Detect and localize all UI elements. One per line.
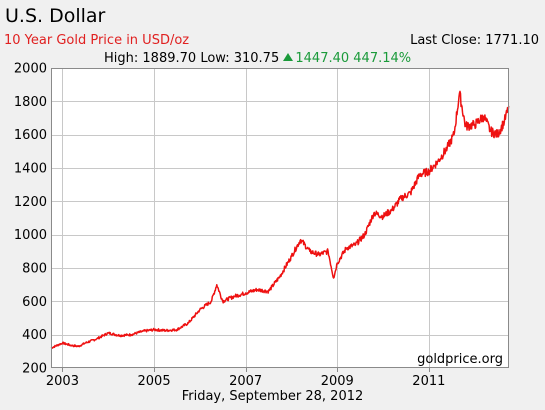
x-tick-label: 2011 [412, 374, 445, 389]
y-tick-label: 400 [22, 328, 47, 343]
plot-border [51, 68, 509, 368]
y-tick-label: 1600 [14, 128, 47, 143]
change-value: 1447.40 [295, 51, 350, 66]
low-value: 310.75 [233, 51, 280, 66]
y-tick-label: 1400 [14, 162, 47, 177]
price-stats: High: 1889.70 Low: 310.75 1447.40 447.14… [104, 51, 411, 66]
series-line [50, 90, 510, 349]
y-axis: 200 400 600 800 1000 1200 1400 1600 1800 2000 [14, 62, 47, 377]
x-tick-label: 2003 [46, 374, 79, 389]
last-close-label: Last Close: [410, 33, 482, 48]
change-percent: 447.14% [353, 51, 412, 66]
x-tick-label: 2009 [321, 374, 354, 389]
high-value: 1889.70 [142, 51, 197, 66]
y-tick-label: 2000 [14, 62, 47, 77]
y-tick-label: 200 [22, 362, 47, 377]
footer-date: Friday, September 28, 2012 [181, 389, 364, 404]
x-tick-label: 2007 [229, 374, 262, 389]
y-tick-label: 800 [22, 262, 47, 277]
watermark: goldprice.org [417, 352, 503, 367]
x-tick-label: 2005 [138, 374, 171, 389]
last-close: Last Close: 1771.10 [410, 33, 539, 48]
low-label: Low: [200, 51, 230, 66]
plot-area [51, 68, 509, 368]
y-tick-label: 600 [22, 295, 47, 310]
y-tick-label: 1200 [14, 195, 47, 210]
x-axis: 2003 2005 2007 2009 2011 [46, 368, 445, 389]
price-change: 1447.40 447.14% [283, 51, 411, 66]
currency-title: U.S. Dollar [5, 5, 106, 27]
y-tick-label: 1000 [14, 228, 47, 243]
y-tick-label: 1800 [14, 95, 47, 110]
chart-subtitle: 10 Year Gold Price in USD/oz [4, 33, 190, 48]
high-label: High: [104, 51, 139, 66]
triangle-up-icon [283, 53, 294, 61]
last-close-value: 1771.10 [485, 33, 539, 48]
